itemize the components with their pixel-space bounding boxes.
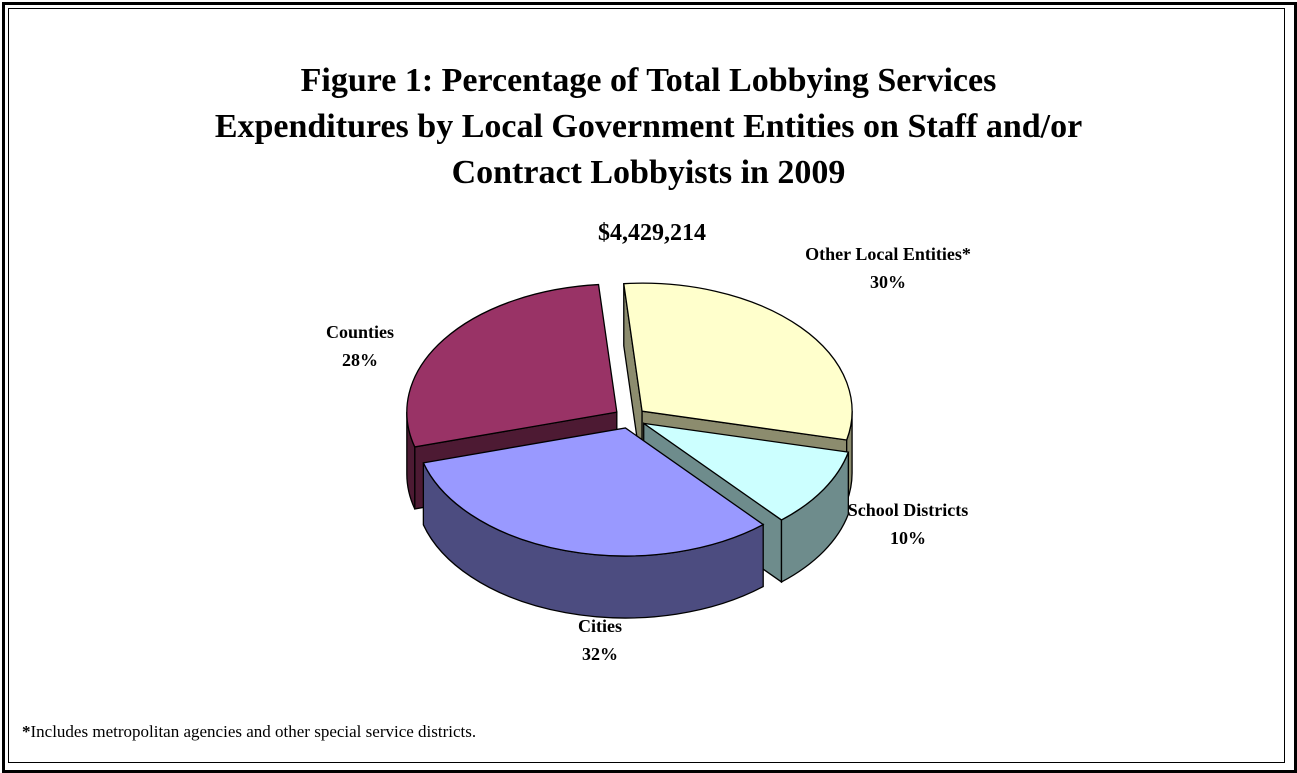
slice-label-counties: Counties 28% [310, 318, 410, 374]
slice-name-cities: Cities [578, 616, 622, 636]
slice-label-school-districts: School Districts 10% [808, 496, 1008, 552]
slice-top-other-local [623, 282, 853, 441]
pie-top-faces [406, 282, 853, 557]
chart-title: Figure 1: Percentage of Total Lobbying S… [0, 58, 1297, 196]
footnote: *Includes metropolitan agencies and othe… [22, 722, 476, 742]
slice-label-other-local: Other Local Entities* 30% [768, 240, 1008, 296]
slice-top-school-districts [643, 422, 850, 521]
slice-percent-school-districts: 10% [890, 528, 926, 548]
slice-name-school-districts: School Districts [847, 500, 969, 520]
chart-title-line-3: Contract Lobbyists in 2009 [451, 154, 846, 191]
chart-title-line-1: Figure 1: Percentage of Total Lobbying S… [300, 62, 997, 99]
footnote-text: Includes metropolitan agencies and other… [30, 722, 477, 741]
slice-percent-other-local: 30% [870, 272, 906, 292]
slice-top-cities [422, 427, 765, 557]
slice-top-counties [406, 283, 618, 448]
slice-label-cities: Cities 32% [540, 612, 660, 668]
slice-percent-counties: 28% [342, 350, 378, 370]
chart-inner-border [8, 8, 1285, 763]
chart-title-line-2: Expenditures by Local Government Entitie… [214, 108, 1083, 145]
slice-percent-cities: 32% [582, 644, 618, 664]
chart-total: $4,429,214 [598, 220, 706, 246]
footnote-marker: * [22, 722, 31, 741]
slice-name-counties: Counties [325, 322, 394, 342]
slice-name-other-local: Other Local Entities* [805, 244, 971, 264]
